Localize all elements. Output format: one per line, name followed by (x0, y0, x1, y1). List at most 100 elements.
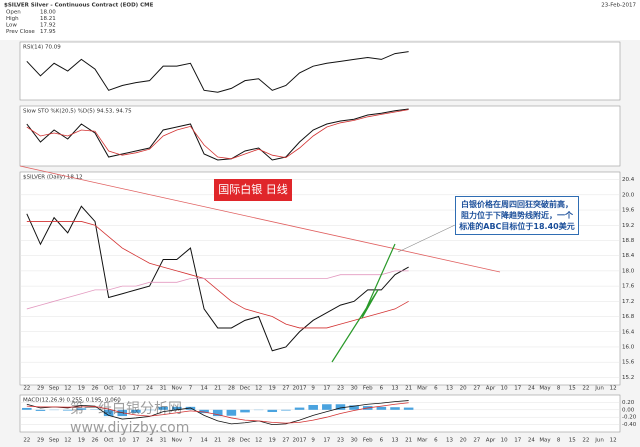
x-tick-label: 2017 (293, 438, 307, 444)
x-tick-label: May (539, 438, 551, 444)
watermark: www.diyizby.com (70, 420, 190, 436)
date: 23-Feb-2017 (601, 3, 636, 9)
x-tick-label: 6 (380, 438, 384, 444)
x-tick-label: 14 (201, 438, 208, 444)
quote-value: 17.95 (40, 29, 56, 35)
x-tick-label: 21 (405, 386, 412, 392)
histogram-bar (349, 405, 359, 410)
x-tick-label: 8 (557, 438, 561, 444)
x-tick-label: 17 (323, 386, 330, 392)
histogram-bar (308, 404, 318, 410)
x-tick-label: 28 (228, 438, 235, 444)
x-tick-label: 10 (501, 438, 508, 444)
x-tick-label: 12 (610, 386, 617, 392)
box-label: 国际白银 日线 (214, 179, 292, 201)
x-tick-label: 19 (269, 386, 276, 392)
x-tick-label: Jun (594, 438, 604, 444)
x-tick-label: 10 (501, 386, 508, 392)
x-tick-label: 17 (514, 438, 521, 444)
series-line (26, 402, 409, 424)
x-tick-label: 22 (23, 438, 30, 444)
x-tick-label: 24 (146, 386, 153, 392)
panel (19, 105, 621, 167)
x-tick-label: 20 (460, 386, 467, 392)
histogram-bar (199, 409, 209, 414)
histogram-bar (294, 407, 305, 410)
x-tick-label: Mar (417, 386, 428, 392)
x-tick-label: 12 (64, 386, 71, 392)
x-tick-label: 27 (282, 438, 289, 444)
x-tick-label: 12 (610, 438, 617, 444)
y-tick-label: 20.0 (622, 192, 635, 198)
y-tick-label: -0.20 (622, 415, 637, 421)
series-line (26, 205, 409, 352)
x-tick-label: 26 (92, 438, 99, 444)
x-tick-label: 19 (269, 438, 276, 444)
x-tick-label: Sep (49, 386, 60, 392)
x-tick-label: 10 (119, 438, 126, 444)
series-line (26, 51, 409, 93)
x-tick-label: Apr (486, 386, 496, 392)
x-tick-label: 2017 (293, 386, 307, 392)
x-tick-label: 12 (64, 438, 71, 444)
histogram-bar (376, 406, 387, 410)
x-tick-label: 6 (434, 438, 438, 444)
x-tick-label: Mar (417, 438, 428, 444)
y-tick-label: 19.6 (622, 208, 635, 214)
x-tick-label: 29 (37, 386, 44, 392)
x-tick-label: 27 (473, 386, 480, 392)
x-tick-label: 13 (446, 386, 453, 392)
annotation: 白银价格在周四回狂突破前高，阻力位于下降趋势线附近，一个标准的ABC目标位于18… (455, 196, 579, 235)
y-tick-label: 0.20 (622, 400, 635, 406)
histogram-bar (103, 409, 114, 417)
x-tick-label: Apr (486, 438, 496, 444)
panel-title: RSI(14) 70.09 (23, 45, 61, 51)
x-tick-label: Feb (363, 386, 373, 392)
x-tick-label: 13 (392, 386, 399, 392)
x-tick-label: 17 (323, 438, 330, 444)
panel (19, 41, 621, 101)
y-tick-label: 16.4 (622, 329, 635, 335)
series-line (26, 221, 409, 329)
panel-title: Slow STO %K(20,5) %D(5) 94.53, 94.75 (23, 109, 132, 115)
y-tick-label: -0.40 (622, 422, 637, 428)
y-tick-label: 15.2 (622, 375, 634, 381)
x-tick-label: 27 (473, 438, 480, 444)
x-tick-label: 6 (380, 386, 384, 392)
x-tick-label: 17 (132, 386, 139, 392)
x-tick-label: 14 (201, 386, 208, 392)
histogram-bar (267, 409, 278, 413)
x-tick-label: 20 (460, 438, 467, 444)
x-tick-label: 8 (557, 386, 561, 392)
header-bg (0, 0, 640, 40)
histogram-bar (390, 407, 400, 410)
x-tick-label: 24 (146, 438, 153, 444)
histogram-bar (335, 404, 346, 410)
x-tick-label: 23 (337, 386, 344, 392)
y-tick-label: 16.0 (622, 344, 635, 350)
x-tick-label: 17 (514, 386, 521, 392)
x-tick-label: Nov (171, 386, 182, 392)
x-tick-label: 9 (311, 438, 315, 444)
quote-value: 18.21 (40, 16, 56, 22)
x-tick-label: Feb (363, 438, 373, 444)
histogram-bar (35, 409, 46, 411)
callout (397, 224, 456, 253)
y-tick-label: 16.8 (622, 314, 635, 320)
series-line (26, 270, 409, 310)
histogram-bar (322, 404, 332, 410)
histogram-bar (172, 406, 182, 410)
x-tick-label: 17 (132, 438, 139, 444)
histogram-bar (131, 409, 141, 413)
x-tick-label: 30 (351, 386, 358, 392)
quote-value: 17.92 (40, 23, 56, 29)
quote-value: 18.00 (40, 10, 56, 16)
quote-label: Low (6, 23, 17, 29)
x-tick-label: Nov (171, 438, 182, 444)
y-tick-label: 18.0 (622, 268, 635, 274)
y-tick-label: 19.2 (622, 223, 634, 229)
x-tick-label: 31 (160, 386, 167, 392)
x-tick-label: 12 (255, 386, 262, 392)
histogram-bar (212, 409, 223, 417)
x-tick-label: 27 (282, 386, 289, 392)
